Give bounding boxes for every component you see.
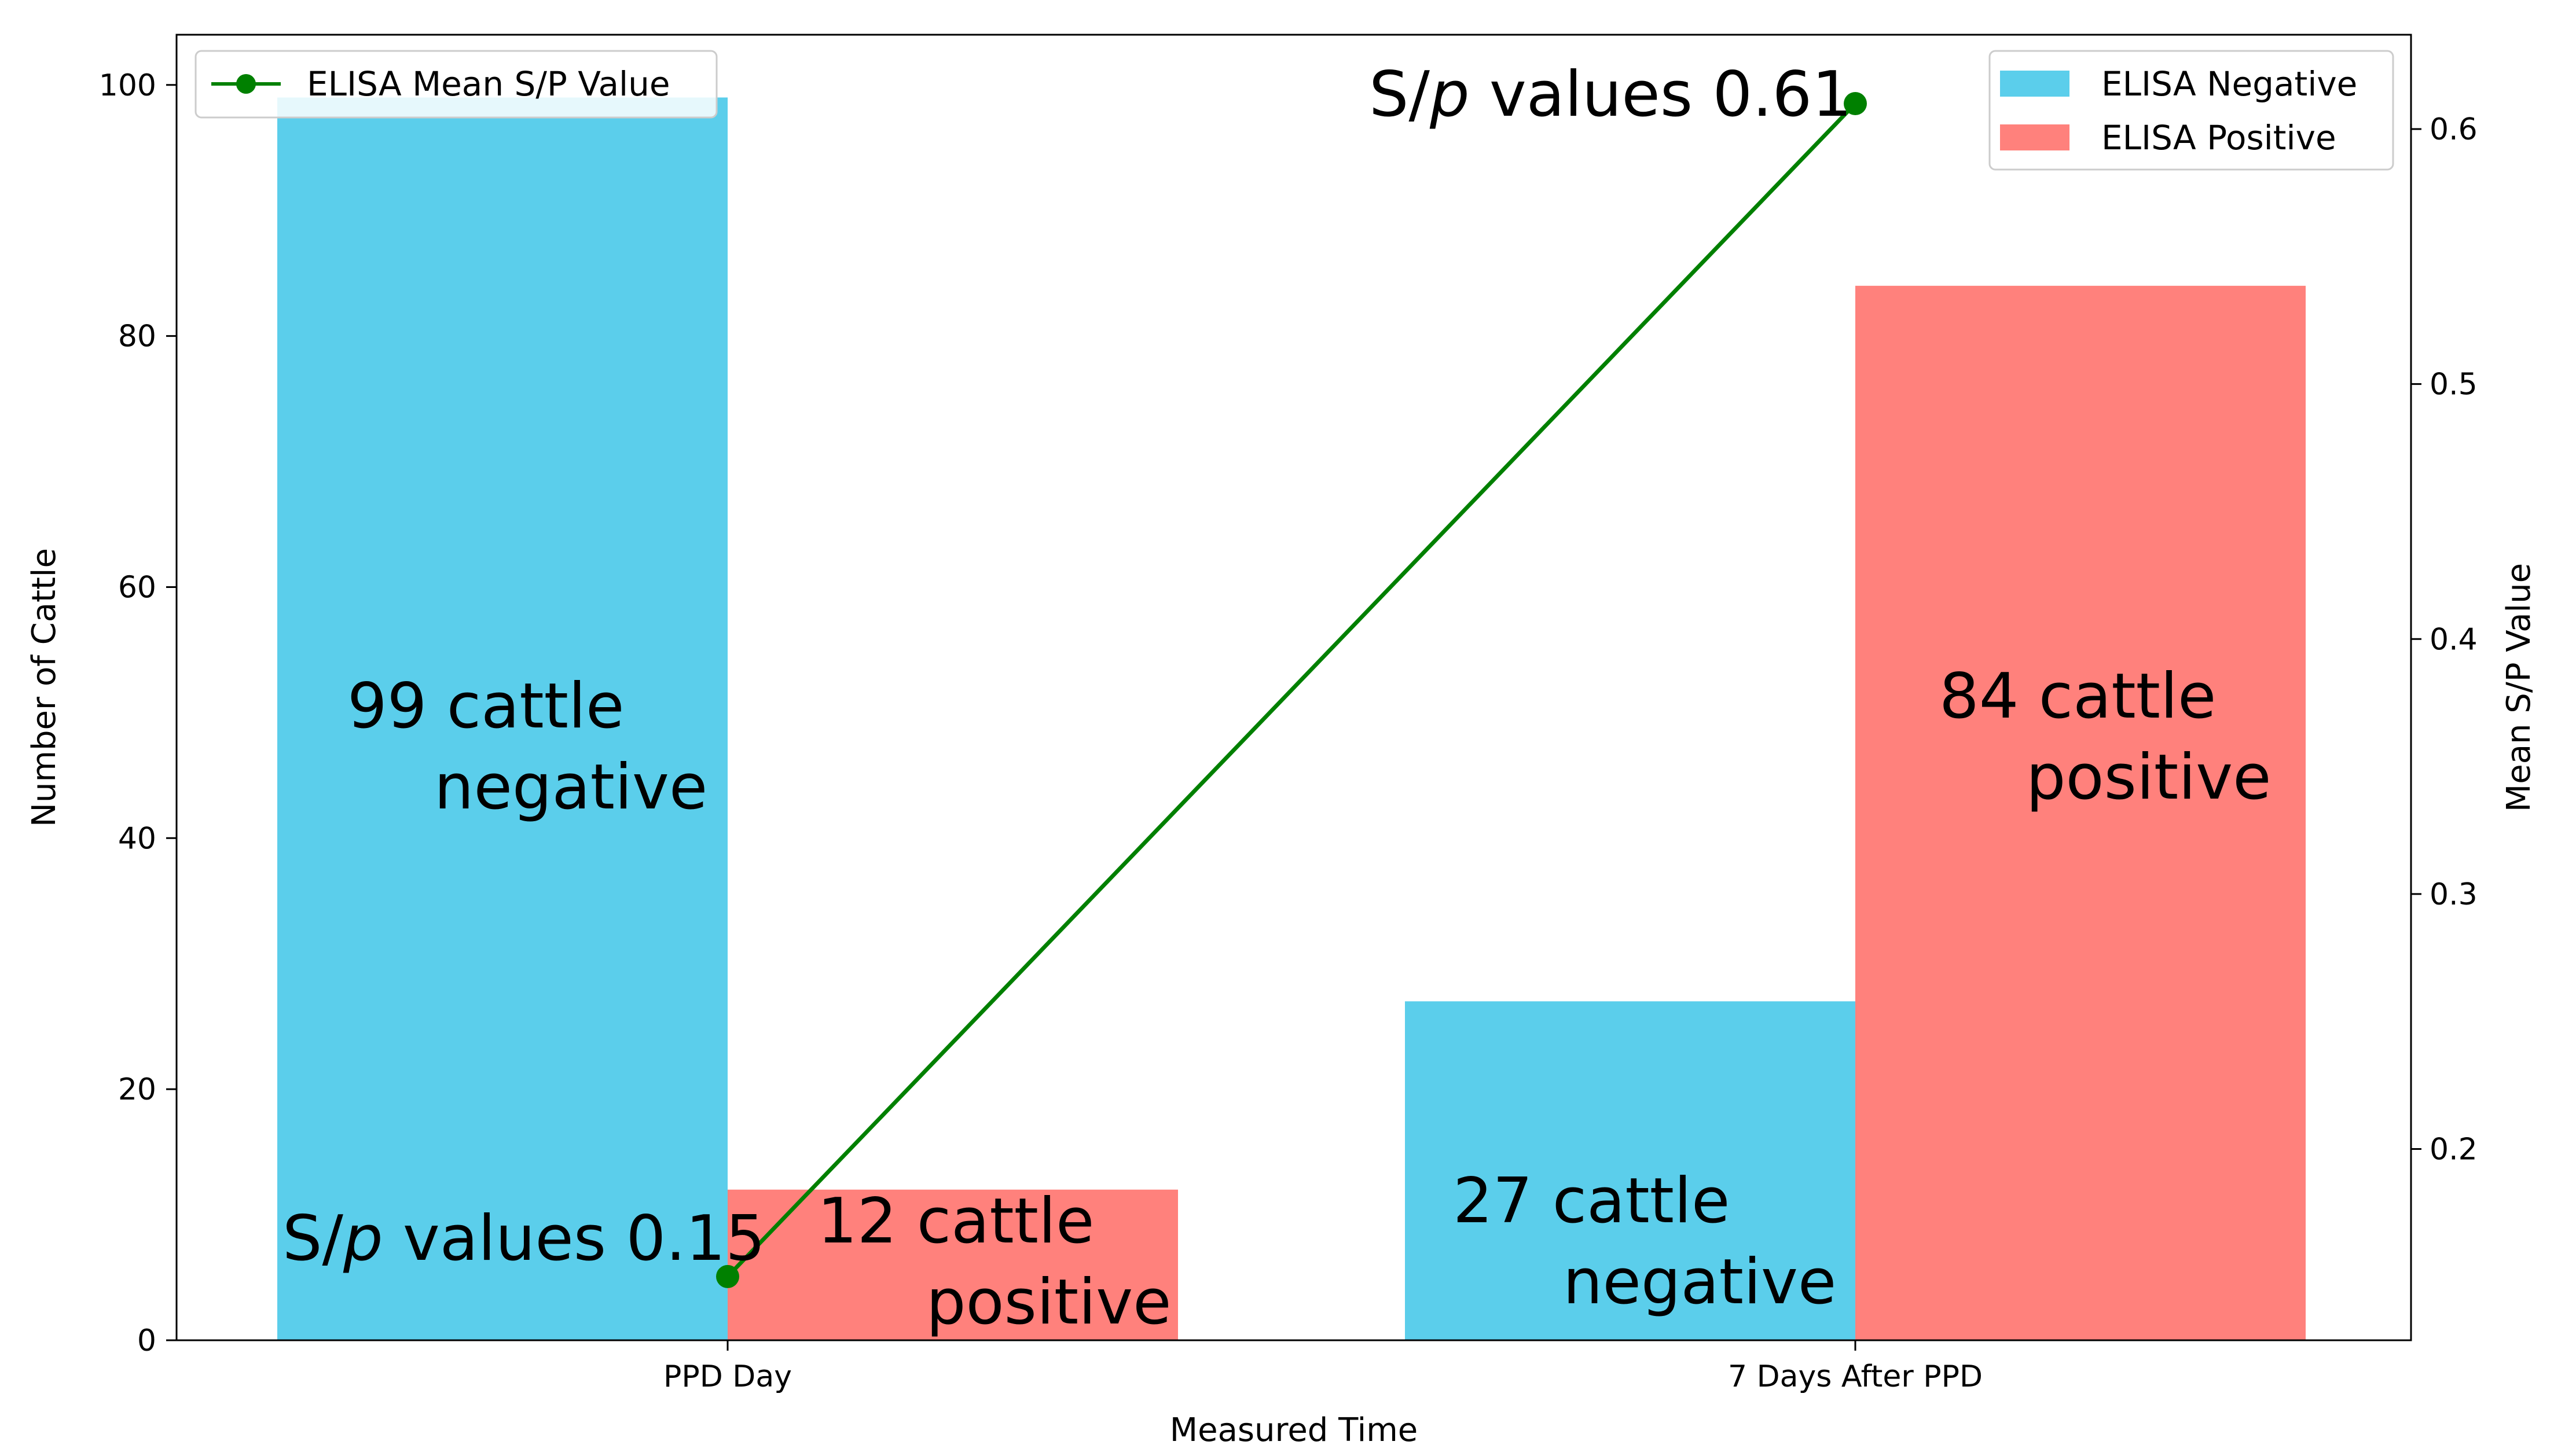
- y2-tick-label: 0.5: [2430, 367, 2478, 402]
- y-tick-label: 100: [99, 68, 156, 103]
- annotation-sp-ppd: S/p values 0.15: [282, 1203, 765, 1275]
- legend-line: ELISA Mean S/P Value: [195, 50, 718, 119]
- y2-axis-title: Mean S/P Value: [2500, 563, 2538, 812]
- sp-point-7-days-after: [1844, 91, 1867, 115]
- y-tick-label: 0: [137, 1323, 156, 1358]
- legend-line-marker: [236, 74, 256, 94]
- annotation-pos-7d-line1: 84 cattle: [1939, 660, 2216, 733]
- x-tick-label: 7 Days After PPD: [1728, 1359, 1983, 1394]
- legend-bars: ELISA Negative ELISA Positive: [1988, 50, 2394, 171]
- legend-bars-box: [1988, 50, 2394, 171]
- bar-negative-ppd-day: [277, 97, 728, 1341]
- bar-positive-ppd-day: [728, 1189, 1178, 1340]
- bar-negative-7-days-after: [1405, 1001, 1855, 1340]
- bars-layer: [277, 97, 2306, 1341]
- axes-layer: 0 20 40 60 80 100 0.2 0.3 0.4 0.5 0.6 PPD Day 7 Days…: [99, 68, 2478, 1394]
- plot-frame: [175, 34, 2412, 1341]
- annotation-neg-ppd-line2: negative: [434, 751, 707, 823]
- sp-point-ppd-day: [716, 1264, 739, 1288]
- y-axis-title: Number of Cattle: [25, 548, 63, 827]
- y-tick-label: 60: [118, 570, 156, 605]
- y2-tick-label: 0.4: [2430, 622, 2478, 657]
- x-tick-label: PPD Day: [663, 1359, 792, 1394]
- bar-positive-7-days-after: [1855, 285, 2306, 1340]
- annotation-neg-7d-line1: 27 cattle: [1453, 1165, 1730, 1237]
- y2-tick-label: 0.2: [2430, 1133, 2478, 1167]
- legend-negative-swatch: [2000, 71, 2069, 97]
- annotation-pos-7d-line2: positive: [2026, 741, 2272, 814]
- annotation-pos-ppd-line2: positive: [926, 1266, 1172, 1339]
- y-tick-label: 80: [118, 319, 156, 354]
- y2-tick-label: 0.6: [2430, 112, 2478, 147]
- annotation-neg-7d-line2: negative: [1563, 1246, 1836, 1318]
- annotation-neg-ppd-line1: 99 cattle: [347, 670, 624, 742]
- legend-positive-swatch: [2000, 124, 2069, 150]
- legend-negative-label: ELISA Negative: [2101, 64, 2357, 104]
- legend-positive-label: ELISA Positive: [2101, 118, 2336, 157]
- y-tick-label: 20: [118, 1072, 156, 1107]
- x-axis-title: Measured Time: [1170, 1411, 1418, 1449]
- line-layer: [716, 91, 1867, 1288]
- sp-line: [726, 102, 1857, 1278]
- y2-tick-label: 0.3: [2430, 877, 2478, 912]
- annotation-pos-ppd-line1: 12 cattle: [817, 1185, 1094, 1258]
- legend-line-label: ELISA Mean S/P Value: [307, 64, 670, 104]
- y-tick-label: 40: [118, 821, 156, 856]
- legend-line-box: [195, 50, 718, 119]
- annotation-sp-7d: S/p values 0.61: [1369, 58, 1852, 131]
